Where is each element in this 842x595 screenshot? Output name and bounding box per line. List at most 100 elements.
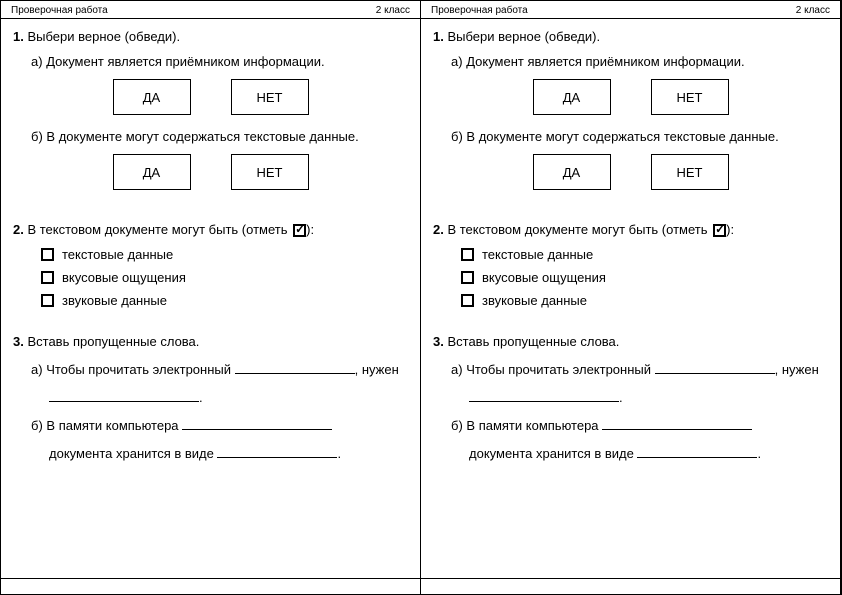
q1b-label: б) [451,129,463,144]
q2-opt2-row: вкусовые ощущения [41,270,408,285]
q3a-line2: . [49,387,408,409]
q2-opt3-row: звуковые данные [461,293,828,308]
q1a: а) Документ является приёмником информац… [31,54,408,69]
q3a-pre: Чтобы прочитать электронный [466,362,654,377]
checkmark-icon [713,224,726,237]
question-1: 1. Выбери верное (обведи). а) Документ я… [13,29,408,204]
question-3: 3. Вставь пропущенные слова. а) Чтобы пр… [433,334,828,471]
q1b-choices: ДА НЕТ [433,154,828,190]
q1b-choices: ДА НЕТ [13,154,408,190]
q3b-pre: В памяти компьютера [46,418,182,433]
q1-prompt: 1. Выбери верное (обведи). [433,29,828,44]
q3a-blank2[interactable] [49,389,199,402]
q3a-post: , нужен [775,362,819,377]
q1b-no-box[interactable]: НЕТ [231,154,309,190]
q3b-line2-pre: документа хранится в виде [469,446,637,461]
q3b-line2: документа хранится в виде . [49,443,408,465]
q1b-yes-box[interactable]: ДА [533,154,611,190]
question-1: 1. Выбери верное (обведи). а) Документ я… [433,29,828,204]
checkmark-icon [293,224,306,237]
q1a-no-box[interactable]: НЕТ [231,79,309,115]
q1a-yes-box[interactable]: ДА [533,79,611,115]
worksheet-right: Проверочная работа 2 класс 1. Выбери вер… [421,1,841,594]
q3b-line2: документа хранится в виде . [469,443,828,465]
q3b-line2-post: . [757,446,761,461]
q3a-blank1[interactable] [235,361,355,374]
q1b-yes-box[interactable]: ДА [113,154,191,190]
q3a: а) Чтобы прочитать электронный , нужен [451,359,828,381]
q3b-label: б) [451,418,463,433]
q3a-label: а) [31,362,43,377]
q3b-pre: В памяти компьютера [466,418,602,433]
q3b-blank2[interactable] [637,445,757,458]
q3-number: 3. [13,334,24,349]
q3a-blank2[interactable] [469,389,619,402]
q2-text-before: В текстовом документе могут быть (отметь [447,222,711,237]
worksheet-left: Проверочная работа 2 класс 1. Выбери вер… [1,1,421,594]
content: 1. Выбери верное (обведи). а) Документ я… [1,19,420,578]
q2-opt2-label: вкусовые ощущения [482,270,606,285]
q2-opt3-checkbox[interactable] [461,294,474,307]
q1a-choices: ДА НЕТ [13,79,408,115]
q3a-line2: . [469,387,828,409]
content: 1. Выбери верное (обведи). а) Документ я… [421,19,840,578]
q3a: а) Чтобы прочитать электронный , нужен [31,359,408,381]
q3a-blank1[interactable] [655,361,775,374]
q2-opt1-row: текстовые данные [41,247,408,262]
q2-opt3-row: звуковые данные [41,293,408,308]
q1b-text: В документе могут содержаться текстовые … [466,129,778,144]
q2-opt2-checkbox[interactable] [41,271,54,284]
q1b-no-box[interactable]: НЕТ [651,154,729,190]
q1a-text: Документ является приёмником информации. [466,54,744,69]
q3b-blank1[interactable] [602,417,752,430]
q2-number: 2. [433,222,444,237]
q3a-post: , нужен [355,362,399,377]
q1a: а) Документ является приёмником информац… [451,54,828,69]
q3b: б) В памяти компьютера [451,415,828,437]
q1-number: 1. [433,29,444,44]
q3b: б) В памяти компьютера [31,415,408,437]
q2-opt2-checkbox[interactable] [461,271,474,284]
q2-opt1-label: текстовые данные [62,247,173,262]
q1a-no-box[interactable]: НЕТ [651,79,729,115]
header: Проверочная работа 2 класс [421,1,840,19]
q1b-text: В документе могут содержаться текстовые … [46,129,358,144]
q1-text: Выбери верное (обведи). [27,29,180,44]
q2-text-before: В текстовом документе могут быть (отметь [27,222,291,237]
q2-opt1-label: текстовые данные [482,247,593,262]
footer-divider [1,578,420,594]
q2-text-after: ): [306,222,314,237]
footer-divider [421,578,840,594]
q3-prompt: 3. Вставь пропущенные слова. [433,334,828,349]
q1b: б) В документе могут содержаться текстов… [451,129,828,144]
q3b-label: б) [31,418,43,433]
q1-prompt: 1. Выбери верное (обведи). [13,29,408,44]
q1a-label: а) [451,54,463,69]
q2-prompt: 2. В текстовом документе могут быть (отм… [13,222,408,237]
q1a-yes-box[interactable]: ДА [113,79,191,115]
q3b-line2-pre: документа хранится в виде [49,446,217,461]
question-3: 3. Вставь пропущенные слова. а) Чтобы пр… [13,334,408,471]
q3b-line2-post: . [337,446,341,461]
q1-number: 1. [13,29,24,44]
q3a-pre: Чтобы прочитать электронный [46,362,234,377]
q2-number: 2. [13,222,24,237]
q3-prompt: 3. Вставь пропущенные слова. [13,334,408,349]
q2-opt3-checkbox[interactable] [41,294,54,307]
q1a-text: Документ является приёмником информации. [46,54,324,69]
q2-opt2-label: вкусовые ощущения [62,270,186,285]
q3b-blank2[interactable] [217,445,337,458]
q3-number: 3. [433,334,444,349]
q1a-label: а) [31,54,43,69]
q3a-label: а) [451,362,463,377]
header-grade: 2 класс [376,5,410,16]
q2-opt1-checkbox[interactable] [461,248,474,261]
q2-opt1-checkbox[interactable] [41,248,54,261]
q2-opt3-label: звуковые данные [62,293,167,308]
header-title: Проверочная работа [431,5,528,16]
header-title: Проверочная работа [11,5,108,16]
q2-opt2-row: вкусовые ощущения [461,270,828,285]
q3b-blank1[interactable] [182,417,332,430]
q2-opt1-row: текстовые данные [461,247,828,262]
question-2: 2. В текстовом документе могут быть (отм… [433,222,828,316]
